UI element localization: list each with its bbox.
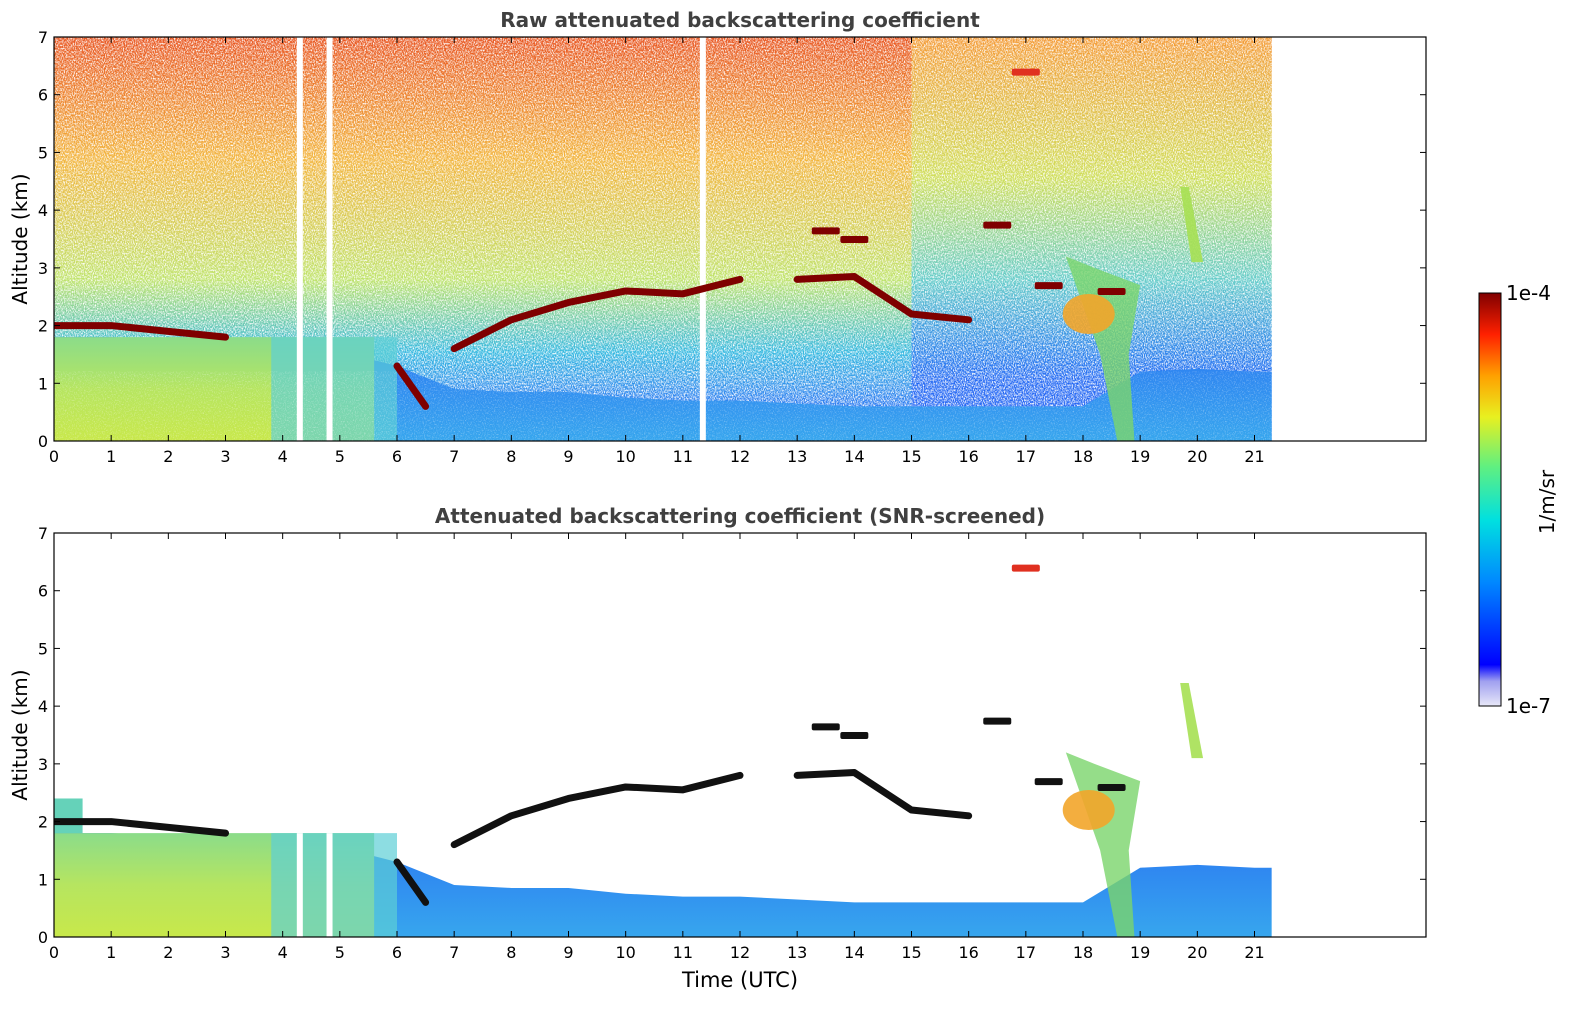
x-tick-label: 7 bbox=[449, 943, 459, 962]
x-tick-label: 0 bbox=[49, 447, 59, 466]
panel1-ylabel: Altitude (km) bbox=[8, 173, 32, 305]
x-tick-label: 16 bbox=[958, 943, 978, 962]
x-tick-label: 19 bbox=[1130, 943, 1150, 962]
x-tick-label: 11 bbox=[673, 447, 693, 466]
x-tick-label: 15 bbox=[901, 943, 921, 962]
x-tick-label: 8 bbox=[506, 943, 516, 962]
x-tick-label: 12 bbox=[730, 447, 750, 466]
y-tick-label: 1 bbox=[38, 870, 48, 889]
y-tick-label: 2 bbox=[38, 813, 48, 832]
x-tick-label: 19 bbox=[1130, 447, 1150, 466]
colorbar bbox=[1478, 292, 1502, 707]
x-tick-label: 6 bbox=[392, 447, 402, 466]
x-tick-label: 1 bbox=[106, 943, 116, 962]
x-tick-label: 21 bbox=[1244, 447, 1264, 466]
y-tick-label: 6 bbox=[38, 86, 48, 105]
x-tick-label: 14 bbox=[844, 943, 864, 962]
x-tick-label: 9 bbox=[563, 447, 573, 466]
y-tick-label: 1 bbox=[38, 374, 48, 393]
x-tick-label: 0 bbox=[49, 943, 59, 962]
x-tick-label: 17 bbox=[1016, 943, 1036, 962]
x-tick-label: 4 bbox=[278, 943, 288, 962]
y-tick-label: 4 bbox=[38, 201, 48, 220]
x-tick-label: 11 bbox=[673, 943, 693, 962]
y-tick-label: 0 bbox=[38, 432, 48, 451]
x-tick-label: 13 bbox=[787, 447, 807, 466]
x-tick-label: 12 bbox=[730, 943, 750, 962]
x-tick-label: 1 bbox=[106, 447, 116, 466]
y-tick-label: 7 bbox=[38, 28, 48, 47]
x-tick-label: 4 bbox=[278, 447, 288, 466]
x-tick-label: 21 bbox=[1244, 943, 1264, 962]
y-tick-label: 2 bbox=[38, 317, 48, 336]
colorbar-gradient bbox=[1478, 292, 1502, 707]
y-tick-label: 3 bbox=[38, 259, 48, 278]
x-tick-label: 2 bbox=[163, 943, 173, 962]
x-tick-label: 10 bbox=[615, 447, 635, 466]
y-tick-label: 6 bbox=[38, 582, 48, 601]
panel2-title: Attenuated backscattering coefficient (S… bbox=[434, 504, 1046, 528]
x-tick-label: 16 bbox=[958, 447, 978, 466]
y-tick-label: 0 bbox=[38, 928, 48, 947]
x-tick-label: 2 bbox=[163, 447, 173, 466]
colorbar-min-label: 1e-7 bbox=[1506, 694, 1551, 718]
y-tick-label: 7 bbox=[38, 524, 48, 543]
x-tick-label: 18 bbox=[1073, 943, 1093, 962]
y-tick-label: 4 bbox=[38, 697, 48, 716]
x-tick-label: 7 bbox=[449, 447, 459, 466]
x-tick-label: 3 bbox=[220, 447, 230, 466]
colorbar-unit-label: 1/m/sr bbox=[1535, 469, 1559, 535]
x-tick-label: 14 bbox=[844, 447, 864, 466]
x-tick-label: 3 bbox=[220, 943, 230, 962]
x-tick-label: 10 bbox=[615, 943, 635, 962]
x-tick-label: 13 bbox=[787, 943, 807, 962]
x-tick-label: 18 bbox=[1073, 447, 1093, 466]
colorbar-max-label: 1e-4 bbox=[1506, 281, 1551, 305]
x-tick-label: 5 bbox=[335, 447, 345, 466]
x-tick-label: 5 bbox=[335, 943, 345, 962]
raw-backscatter-panel: 0 1 2 3 4 5 6 7 8 9 10 11 12 13 14 15 16 17 18 19 20 21012345… bbox=[38, 28, 1427, 466]
y-tick-label: 5 bbox=[38, 143, 48, 162]
panel2-ylabel: Altitude (km) bbox=[8, 669, 32, 801]
x-tick-label: 17 bbox=[1016, 447, 1036, 466]
x-tick-label: 6 bbox=[392, 943, 402, 962]
screened-backscatter-panel: 0 1 2 3 4 5 6 7 8 9 10 11 12 13 14 15 16 17 18 19 20 21012345… bbox=[38, 524, 1427, 962]
x-tick-label: 15 bbox=[901, 447, 921, 466]
y-tick-label: 3 bbox=[38, 755, 48, 774]
panel2-xlabel: Time (UTC) bbox=[681, 968, 799, 992]
panel1-title: Raw attenuated backscattering coefficien… bbox=[500, 8, 980, 32]
backscatter-image bbox=[54, 564, 1272, 937]
y-tick-label: 5 bbox=[38, 639, 48, 658]
x-tick-label: 9 bbox=[563, 943, 573, 962]
backscatter-image bbox=[54, 37, 1272, 441]
x-tick-label: 8 bbox=[506, 447, 516, 466]
x-tick-label: 20 bbox=[1187, 943, 1207, 962]
x-tick-label: 20 bbox=[1187, 447, 1207, 466]
